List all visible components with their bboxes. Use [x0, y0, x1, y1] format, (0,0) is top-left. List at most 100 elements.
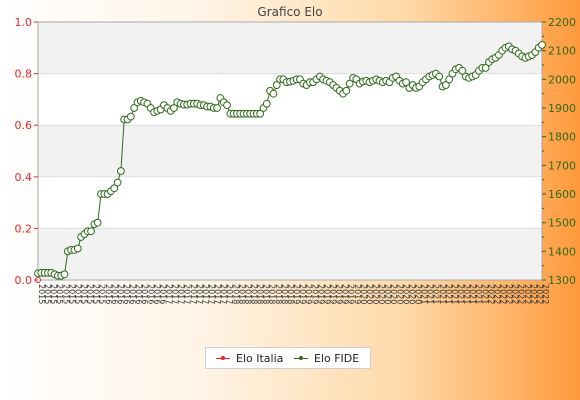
series-point[interactable]: [441, 81, 450, 89]
x-tick-label: 2015: [98, 284, 107, 304]
x-tick-label: 2015: [55, 284, 64, 304]
x-tick-label: 2017: [171, 284, 180, 304]
x-tick-label: 2020: [389, 284, 398, 304]
left-tick-label: 0.8: [15, 68, 33, 81]
x-tick-label: 2016: [140, 284, 149, 304]
x-tick-label: 2018: [274, 284, 283, 304]
x-tick-label: 2020: [407, 284, 416, 304]
x-tick-label: 2015: [67, 284, 76, 304]
x-tick-label: 2021: [456, 284, 465, 304]
x-tick-label: 2019: [328, 284, 337, 304]
series-point[interactable]: [445, 75, 454, 84]
x-tick-label: 2016: [116, 284, 125, 304]
x-tick-label: 2019: [322, 284, 331, 304]
x-tick-label: 2018: [250, 284, 259, 304]
left-tick-label: 0.4: [15, 171, 33, 184]
chart-title: Grafico Elo: [257, 5, 322, 19]
x-tick-label: 2015: [80, 284, 89, 304]
x-tick-label: 2019: [341, 284, 350, 304]
x-tick-label: 2021: [450, 284, 459, 304]
x-tick-label: 2022: [486, 284, 495, 304]
x-tick-label: 2017: [225, 284, 234, 304]
x-tick-label: 2022: [498, 284, 507, 304]
x-tick-label: 2021: [468, 284, 477, 304]
x-tick-label: 2017: [177, 284, 186, 304]
series-point[interactable]: [87, 227, 95, 236]
series-point[interactable]: [256, 109, 265, 118]
x-tick-label: 2019: [310, 284, 319, 304]
x-tick-label: 2018: [243, 284, 252, 304]
x-tick-label: 2021: [420, 284, 429, 304]
series-point[interactable]: [223, 101, 231, 110]
legend-swatch-elo-italia: [216, 356, 230, 360]
series-point[interactable]: [262, 99, 271, 108]
x-tick-label: 2019: [292, 284, 301, 304]
x-tick-label: 2021: [474, 284, 483, 304]
x-tick-label: 2015: [61, 284, 70, 304]
x-tick-label: 2018: [237, 284, 246, 304]
series-point[interactable]: [342, 86, 351, 95]
series-point[interactable]: [170, 104, 178, 112]
x-tick-label: 2019: [335, 284, 344, 304]
x-tick-label: 2022: [505, 284, 514, 304]
x-tick-label: 2016: [146, 284, 155, 304]
x-tick-label: 2015: [49, 284, 58, 304]
x-tick-label: 2017: [219, 284, 228, 304]
x-tick-label: 2022: [511, 284, 520, 304]
x-tick-label: 2022: [523, 284, 532, 304]
series-point[interactable]: [538, 41, 546, 49]
left-tick-label: 0.6: [15, 119, 33, 132]
x-tick-label: 2019: [347, 284, 356, 304]
x-tick-label: 2022: [541, 284, 550, 304]
left-tick-label: 0.0: [15, 274, 33, 287]
right-tick-label: 1400: [548, 245, 576, 258]
x-tick-label: 2021: [462, 284, 471, 304]
series-point[interactable]: [402, 78, 410, 87]
x-tick-label: 2020: [365, 284, 374, 304]
x-tick-label: 2016: [152, 284, 161, 304]
legend-item-elo-fide[interactable]: Elo FIDE: [294, 352, 359, 365]
series-point[interactable]: [126, 112, 135, 121]
left-tick-label: 1.0: [15, 16, 33, 29]
x-tick-label: 2020: [413, 284, 422, 304]
x-tick-label: 2020: [377, 284, 386, 304]
x-tick-label: 2020: [371, 284, 380, 304]
x-tick-label: 2015: [92, 284, 101, 304]
series-point[interactable]: [60, 270, 69, 279]
series-point[interactable]: [93, 218, 102, 227]
series-point[interactable]: [269, 89, 278, 98]
x-tick-label: 2017: [207, 284, 216, 304]
legend-swatch-elo-fide: [294, 356, 308, 360]
x-tick-label: 2018: [286, 284, 295, 304]
x-tick-label: 2020: [359, 284, 368, 304]
series-point[interactable]: [213, 104, 221, 112]
x-tick-label: 2019: [353, 284, 362, 304]
chart-legend: Elo Italia Elo FIDE: [205, 347, 371, 369]
series-point[interactable]: [345, 79, 354, 88]
x-tick-label: 2018: [280, 284, 289, 304]
series-point[interactable]: [130, 104, 139, 112]
x-tick-label: 2020: [383, 284, 392, 304]
x-tick-label: 2021: [432, 284, 441, 304]
plot-band: [38, 22, 542, 74]
series-point[interactable]: [458, 66, 467, 75]
series-point[interactable]: [435, 72, 444, 81]
series-point[interactable]: [481, 63, 490, 72]
right-tick-label: 1300: [548, 274, 576, 287]
x-tick-label: 2017: [183, 284, 192, 304]
legend-item-elo-italia[interactable]: Elo Italia: [216, 352, 283, 365]
x-tick-label: 2021: [480, 284, 489, 304]
series-point[interactable]: [272, 81, 281, 89]
x-tick-label: 2021: [438, 284, 447, 304]
series-point[interactable]: [113, 178, 122, 187]
right-tick-label: 1600: [548, 188, 576, 201]
x-tick-label: 2022: [529, 284, 538, 304]
right-tick-label: 1900: [548, 102, 576, 115]
x-tick-label: 2015: [37, 284, 46, 304]
series-point[interactable]: [110, 184, 119, 193]
series-point[interactable]: [116, 167, 125, 175]
x-tick-label: 2018: [268, 284, 277, 304]
x-tick-label: 2020: [401, 284, 410, 304]
series-point[interactable]: [73, 244, 82, 253]
